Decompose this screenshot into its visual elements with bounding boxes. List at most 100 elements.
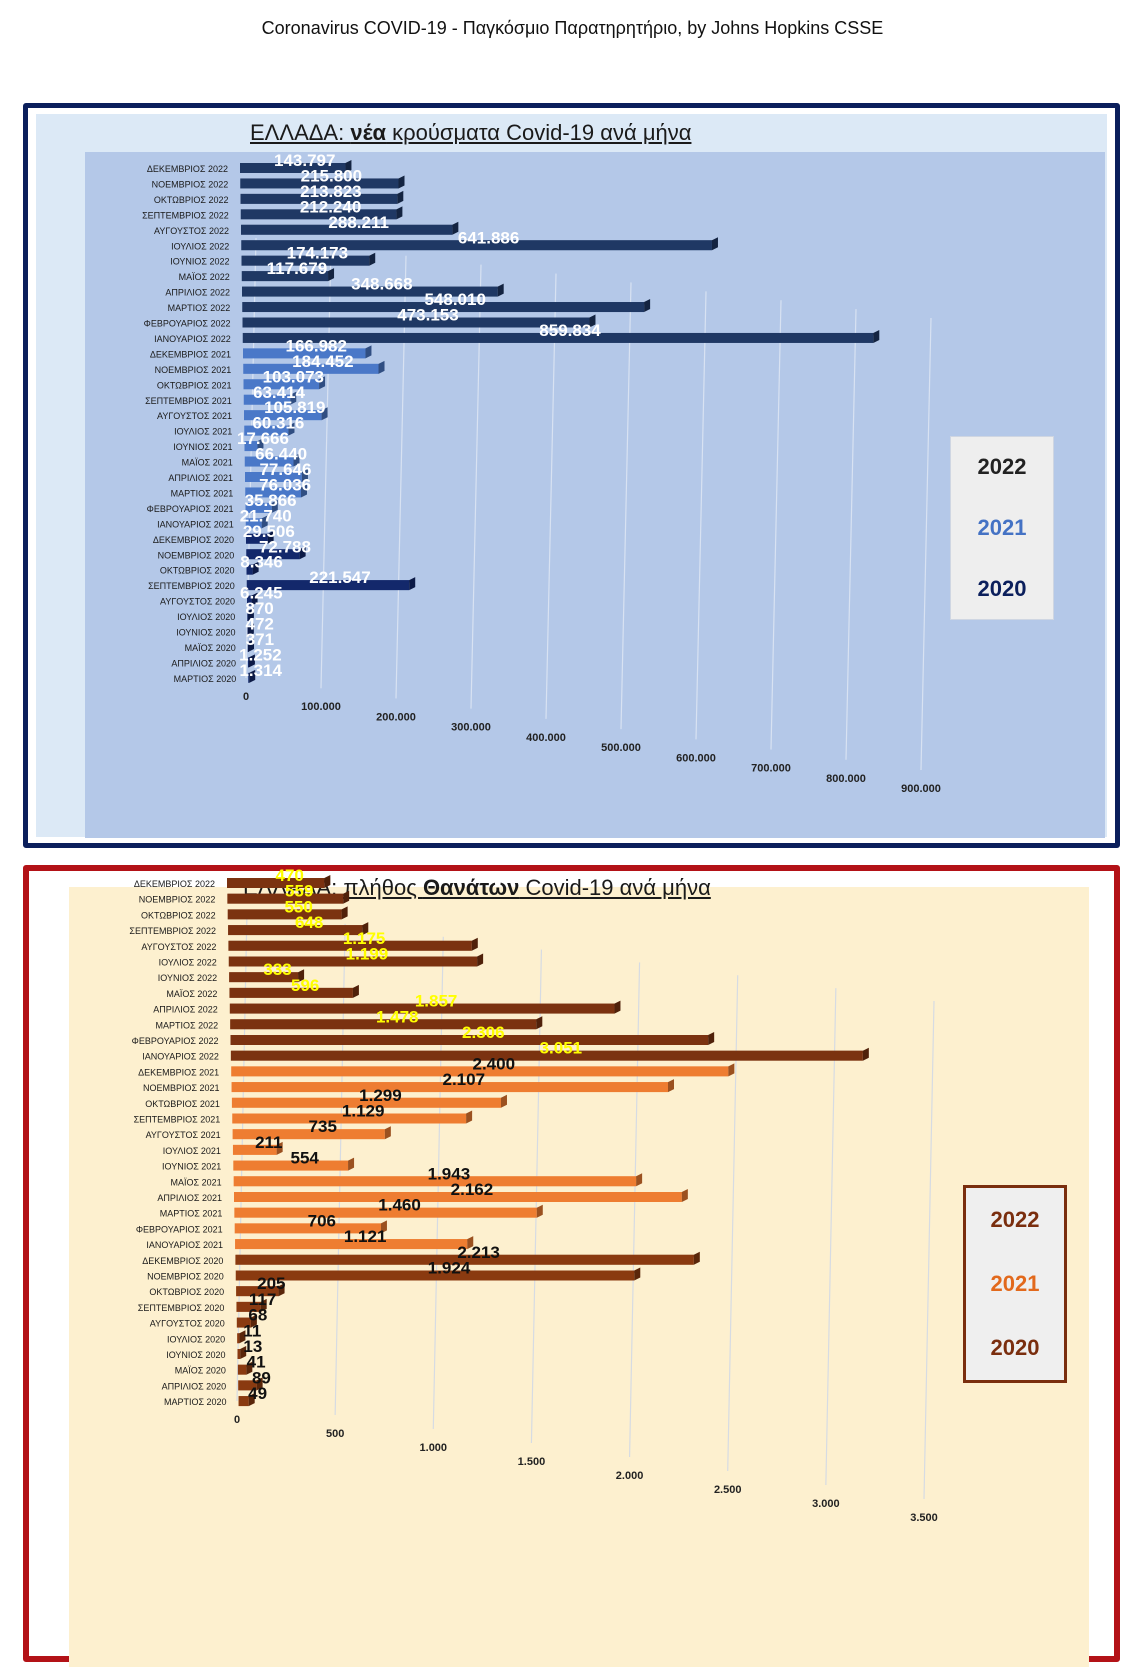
undefined-bar-end (298, 969, 305, 983)
undefined-value-label: 89 (252, 1368, 271, 1387)
undefined-bar (237, 1333, 240, 1344)
undefined-category-label: ΙΟΥΛΙΟΣ 2021 (174, 427, 232, 437)
undefined-value-label: 211 (255, 1133, 282, 1152)
undefined-value-label: 21.740 (240, 506, 292, 525)
cases-legend: 2022 2021 2020 (950, 436, 1054, 620)
undefined-x-tick-label: 1.000 (420, 1442, 448, 1454)
undefined-bar (236, 1317, 251, 1328)
undefined-bar-end (352, 984, 359, 998)
undefined-bar-end (681, 1189, 688, 1202)
undefined-bar-end (398, 175, 405, 189)
undefined-category-label: ΔΕΚΕΜΒΡΙΟΣ 2022 (147, 164, 228, 174)
undefined-bar-end (248, 1393, 255, 1407)
undefined-value-label: 66.440 (255, 445, 307, 464)
undefined-value-label: 63.414 (253, 383, 306, 402)
undefined-category-label: ΙΟΥΝΙΟΣ 2020 (176, 628, 235, 638)
undefined-bar (237, 1364, 247, 1375)
undefined-value-label: 859.834 (539, 321, 601, 340)
undefined-x-tick-label: 500 (326, 1428, 344, 1440)
undefined-bar (240, 193, 398, 204)
undefined-category-label: ΝΟΕΜΒΡΙΟΣ 2022 (152, 179, 229, 189)
undefined-value-label: 371 (246, 630, 274, 649)
undefined-bar (235, 1270, 635, 1281)
undefined-category-label: ΑΠΡΙΛΙΟΣ 2020 (162, 1381, 227, 1391)
undefined-x-tick-label: 0 (243, 691, 249, 703)
undefined-bar-end (536, 1016, 543, 1030)
undefined-value-label: 11 (243, 1321, 261, 1340)
undefined-bar (228, 956, 478, 967)
undefined-category-label: ΟΚΤΩΒΡΙΟΣ 2021 (157, 380, 232, 390)
undefined-bar (245, 472, 302, 482)
undefined-x-tick-label: 200.000 (376, 711, 416, 723)
undefined-gridline (470, 264, 482, 709)
undefined-value-label: 333 (263, 960, 291, 979)
undefined-bar (243, 348, 366, 359)
deaths-legend: 2022 2021 2020 (963, 1185, 1067, 1383)
undefined-value-label: 212.240 (300, 197, 361, 216)
undefined-category-label: ΜΑΪΟΣ 2020 (185, 643, 236, 653)
undefined-value-label: 1.924 (428, 1259, 471, 1278)
undefined-category-label: ΝΟΕΜΒΡΙΟΣ 2020 (147, 1272, 224, 1282)
undefined-bar (228, 925, 363, 936)
undefined-bar-end (497, 283, 504, 297)
undefined-category-label: ΑΠΡΙΛΙΟΣ 2022 (165, 288, 230, 298)
undefined-bar (227, 893, 344, 904)
undefined-bar-end (341, 906, 348, 920)
undefined-value-label: 548.010 (424, 290, 485, 309)
undefined-category-label: ΝΟΕΜΒΡΙΟΣ 2022 (139, 895, 216, 905)
undefined-bar-end (862, 1047, 869, 1061)
undefined-bar (242, 332, 874, 343)
undefined-bar (246, 564, 253, 575)
undefined-category-label: ΣΕΠΤΕΜΒΡΙΟΣ 2022 (142, 210, 229, 220)
undefined-x-tick-label: 300.000 (451, 722, 491, 734)
undefined-bar (245, 502, 272, 513)
undefined-value-label: 213.823 (300, 182, 361, 201)
undefined-category-label: ΑΥΓΟΥΣΤΟΣ 2020 (150, 1319, 225, 1329)
undefined-value-label: 288.211 (328, 213, 389, 232)
undefined-bar-end (324, 875, 331, 888)
undefined-bar-end (239, 1330, 246, 1344)
undefined-bar-end (477, 953, 484, 967)
undefined-gridline (695, 291, 707, 740)
undefined-category-label: ΑΥΓΟΥΣΤΟΣ 2022 (141, 942, 216, 952)
cases-chart-frame: ΕΛΛΑΔΑ: νέα κρούσματα Covid-19 ανά μήνα … (23, 103, 1120, 848)
undefined-category-label: ΑΥΓΟΥΣΤΟΣ 2021 (157, 411, 232, 421)
undefined-bar (230, 1019, 537, 1030)
undefined-gridline (845, 309, 857, 760)
undefined-bar-end (343, 890, 350, 904)
undefined-bar-end (536, 1204, 543, 1218)
undefined-bar-end (409, 577, 416, 591)
undefined-category-label: ΑΥΓΟΥΣΤΟΣ 2022 (154, 226, 229, 236)
undefined-bar-end (250, 1314, 257, 1328)
undefined-value-label: 2.107 (443, 1070, 486, 1089)
undefined-category-label: ΔΕΚΕΜΒΡΙΟΣ 2021 (150, 349, 231, 359)
undefined-value-label: 735 (309, 1117, 337, 1136)
undefined-value-label: 72.788 (259, 537, 311, 556)
undefined-bar (243, 379, 320, 390)
undefined-value-label: 2.213 (457, 1243, 500, 1262)
undefined-value-label: 2.162 (451, 1180, 494, 1199)
undefined-bar-end (276, 1141, 283, 1155)
undefined-bar-end (345, 160, 352, 173)
undefined-bar-end (267, 530, 274, 544)
undefined-bar-end (290, 391, 297, 405)
undefined-bar-end (301, 484, 308, 498)
undefined-x-tick-label: 2.500 (714, 1484, 742, 1496)
undefined-category-label: ΟΚΤΩΒΡΙΟΣ 2022 (141, 910, 216, 920)
undefined-bar-end (668, 1079, 674, 1093)
deaths-legend-2020: 2020 (990, 1335, 1040, 1360)
page-title: Coronavirus COVID-19 - Παγκόσμιο Παρατηρ… (261, 18, 884, 38)
undefined-bar-end (271, 499, 278, 513)
undefined-category-label: ΜΑΡΤΙΟΣ 2021 (160, 1209, 223, 1219)
undefined-value-label: 1.252 (239, 645, 282, 664)
undefined-bar (228, 940, 472, 951)
undefined-bar-end (240, 1346, 247, 1359)
undefined-x-tick-label: 600.000 (676, 752, 716, 764)
deaths-legend-2021: 2021 (990, 1271, 1040, 1296)
undefined-category-label: ΙΑΝΟΥΑΡΙΟΣ 2022 (142, 1052, 219, 1062)
undefined-value-label: 559 (285, 882, 313, 901)
undefined-category-label: ΙΟΥΛΙΟΣ 2021 (163, 1146, 221, 1156)
undefined-category-label: ΙΑΝΟΥΑΡΙΟΣ 2021 (146, 1240, 223, 1250)
undefined-bar-end (348, 1157, 355, 1171)
undefined-value-label: 1.121 (344, 1227, 387, 1246)
